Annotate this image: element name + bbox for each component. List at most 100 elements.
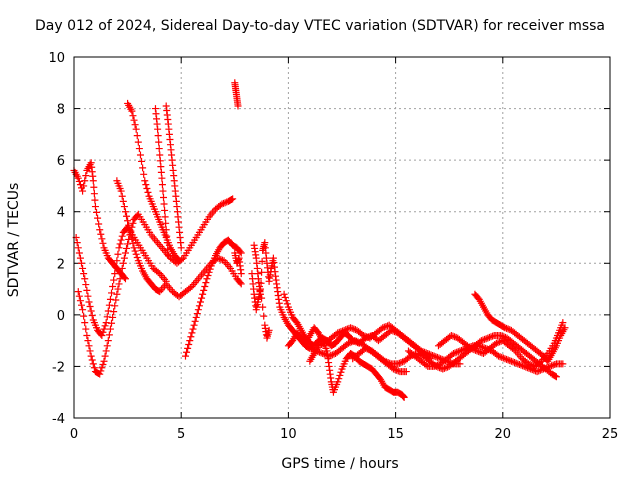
data-point [154,125,162,133]
data-point [484,334,492,342]
data-point [84,337,92,345]
data-point [117,236,125,244]
data-point [127,230,135,238]
data-point [181,352,189,360]
data-point [109,282,117,290]
data-point [337,328,345,336]
data-point [257,285,265,293]
data-point [97,230,105,238]
data-point [520,362,528,370]
data-point [119,259,127,267]
series-track-b [72,223,170,339]
data-point [129,112,137,120]
data-point [175,257,183,265]
data-point [155,138,163,146]
data-point [89,360,97,368]
data-point [336,371,344,379]
data-point [552,373,560,381]
data-point [99,360,107,368]
series-track-n [284,324,408,401]
data-point [74,288,82,296]
x-tick-label: 10 [280,427,297,442]
y-tick-label: 6 [57,154,65,169]
data-point [467,342,475,350]
data-point [101,352,109,360]
data-point [228,195,236,203]
data-point [340,326,348,334]
data-point [381,357,389,365]
data-point [199,290,207,298]
data-point [161,206,169,214]
data-point [265,326,273,334]
data-point [189,325,197,333]
data-point [75,292,83,300]
data-point [121,208,129,216]
data-point [458,346,466,354]
x-tick-label: 15 [387,427,404,442]
data-point [527,365,535,373]
data-point [193,310,201,318]
data-point [430,352,438,360]
data-point [90,364,98,372]
y-tick-label: 8 [57,103,65,118]
data-point [337,368,345,376]
data-point [118,192,126,200]
x-tick-label: 0 [70,427,78,442]
data-point [184,344,192,352]
data-point [114,285,122,293]
data-point [88,312,96,320]
y-tick-label: 4 [57,206,65,221]
data-point [104,337,112,345]
data-point [135,145,143,153]
data-point [140,170,148,178]
data-point [79,187,87,195]
data-point [497,337,505,345]
data-point [108,289,116,297]
data-point [386,359,394,367]
data-point [117,270,125,278]
data-point [204,272,212,280]
data-point [530,366,538,374]
data-point [160,200,168,208]
data-point [318,341,326,349]
series-track-j [231,249,245,278]
data-point [158,174,166,182]
x-tick-label: 20 [495,427,512,442]
data-point [362,344,370,352]
data-points [70,79,569,401]
data-point [81,275,89,283]
data-point [501,324,509,332]
data-point [91,196,99,204]
data-point [96,370,104,378]
data-point [144,188,152,196]
data-point [76,254,84,262]
data-point [422,361,430,369]
data-point [236,279,244,287]
data-point [280,290,288,298]
series-track-c [74,195,237,378]
y-tick-label: 10 [48,51,65,66]
data-point [177,244,185,252]
data-point [123,212,131,220]
data-point [78,301,86,309]
data-point [482,335,490,343]
data-point [192,313,200,321]
data-point [535,367,543,375]
data-point [99,328,107,336]
data-point [559,360,567,368]
data-point [519,362,527,370]
data-point [478,343,486,351]
data-point [237,249,245,257]
data-point [384,359,392,367]
data-point [425,350,433,358]
data-point [73,239,81,247]
data-point [546,362,554,370]
data-point [115,244,123,252]
data-point [260,312,268,320]
data-point [495,352,503,360]
data-point [335,375,343,383]
axis-ticks: 0 5 10 15 20 25 -4 -2 0 2 4 6 8 10 [48,51,618,442]
data-point [196,298,204,306]
data-point [89,177,97,185]
data-point [395,359,403,367]
